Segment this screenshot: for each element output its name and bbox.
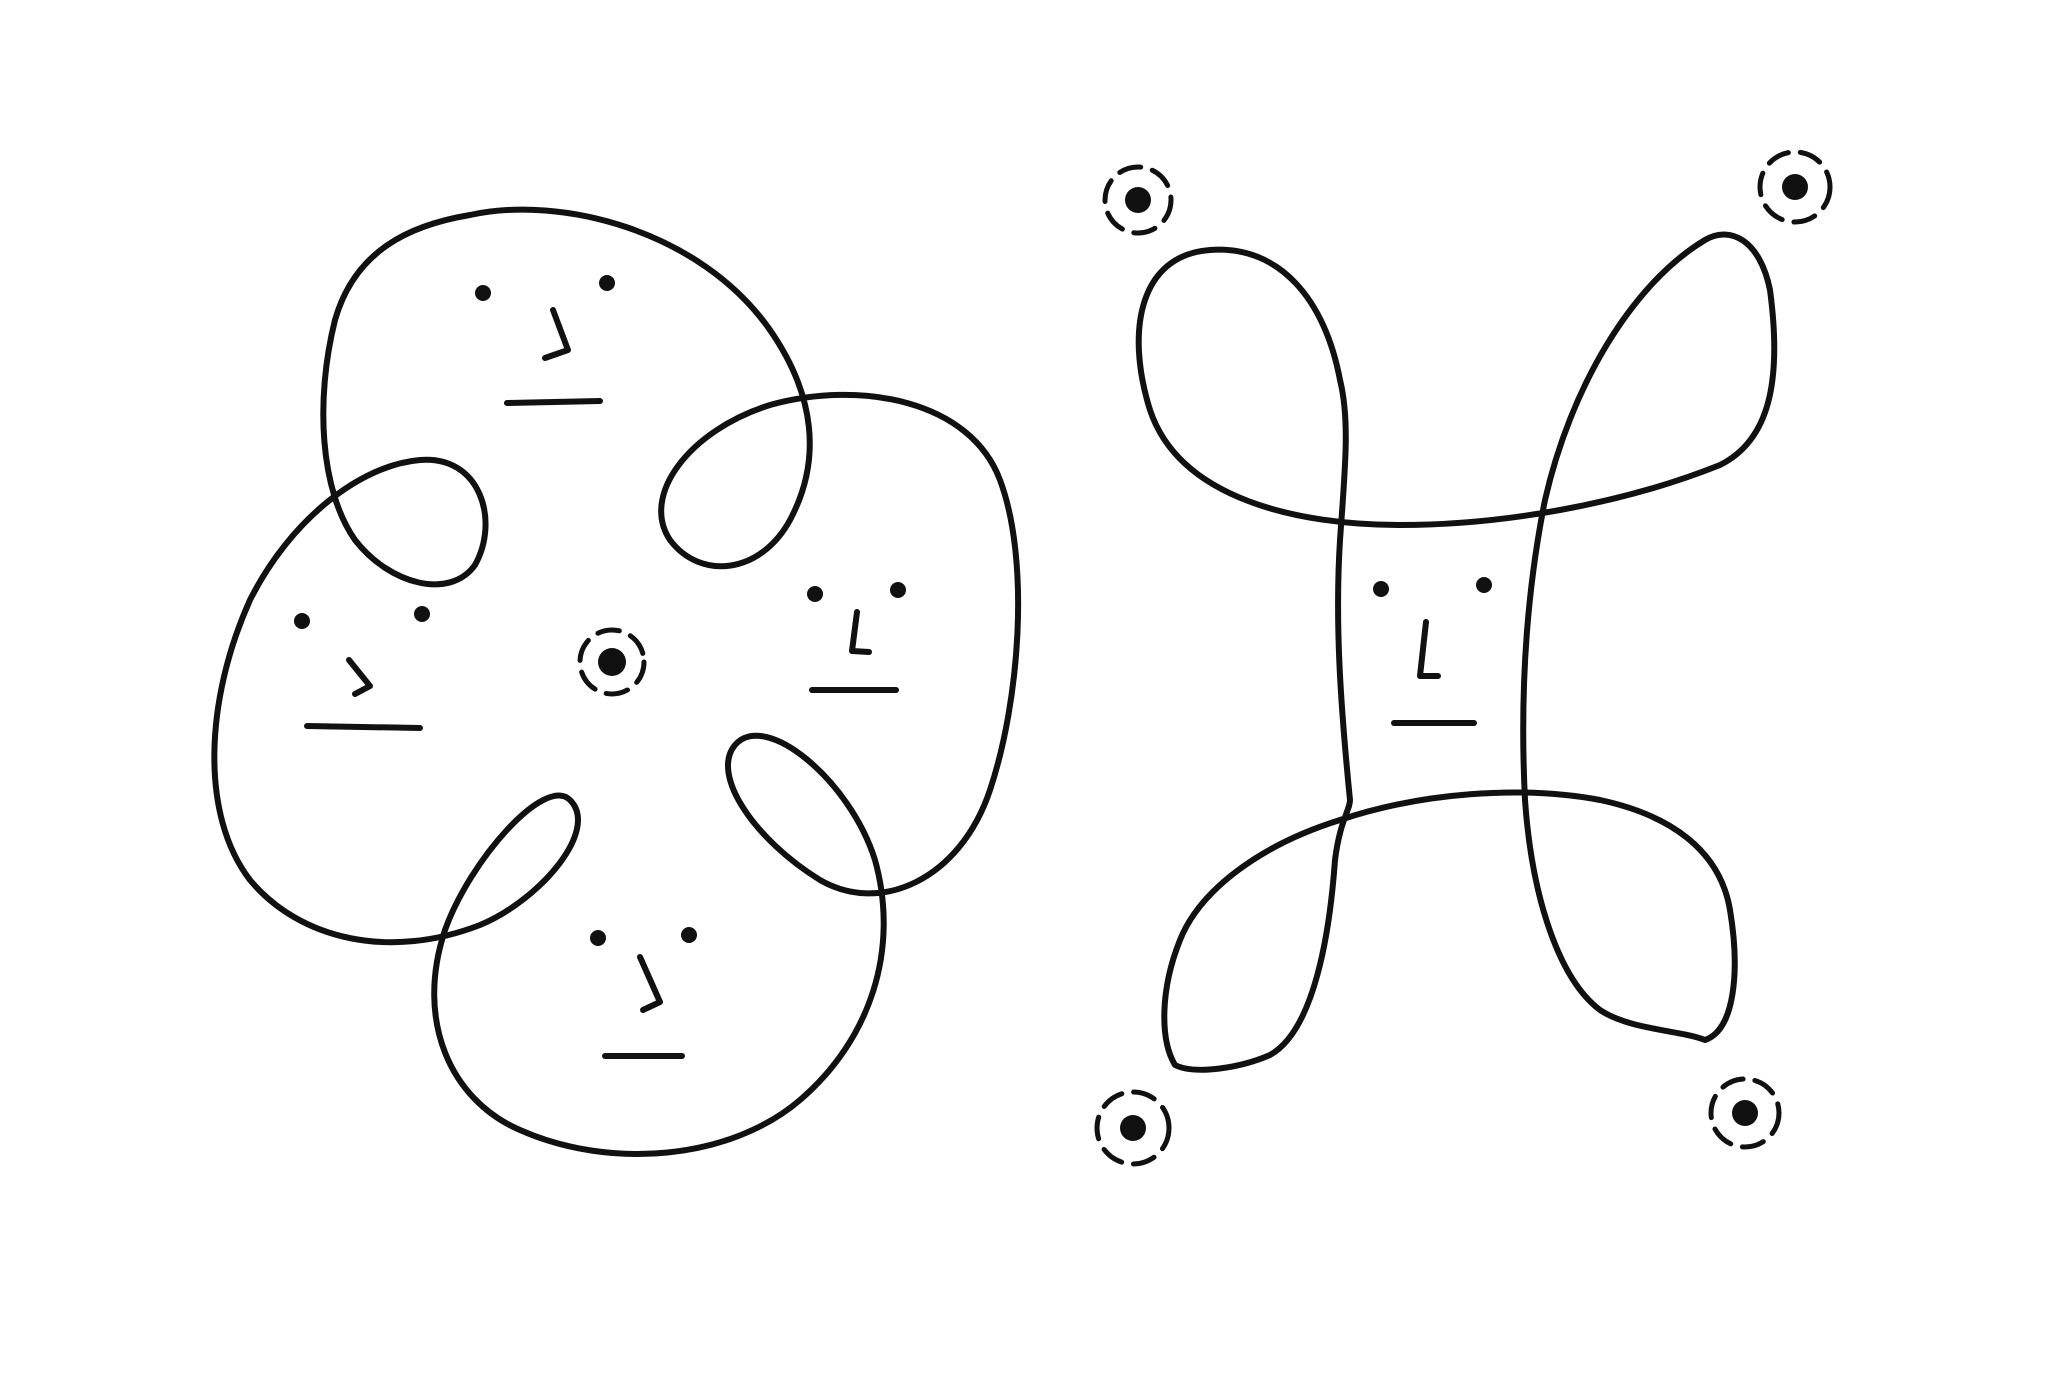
face-eye-right	[414, 606, 430, 622]
face-eye-right	[599, 275, 615, 291]
winding-dot	[1782, 174, 1808, 200]
face-eye-right	[681, 927, 697, 943]
face-eye-left	[294, 613, 310, 629]
winding-point-bottom-left	[1094, 1089, 1172, 1167]
left-center-winding-point	[577, 627, 647, 697]
face-bottom-lobe	[590, 927, 697, 1059]
face-right-lobe	[807, 582, 906, 693]
loops-curve-path	[1135, 231, 1778, 1073]
face-top-lobe	[475, 275, 615, 406]
winding-point-top-right	[1757, 149, 1833, 225]
face-left-lobe	[294, 606, 430, 731]
four-lobed-curve-path	[211, 206, 1022, 1157]
winding-dot	[1732, 1100, 1758, 1126]
center-dashed-ring	[577, 627, 647, 697]
winding-point-bottom-right	[1708, 1076, 1782, 1150]
winding-dashed-ring	[1102, 164, 1174, 236]
face-nose	[346, 657, 373, 697]
face-eye-left	[1373, 581, 1389, 597]
winding-dashed-ring	[1757, 149, 1833, 225]
face-eye-right	[890, 582, 906, 598]
winding-dashed-ring	[1094, 1089, 1172, 1167]
face-nose	[637, 954, 663, 1013]
face-eye-left	[807, 586, 823, 602]
face-center-region	[1373, 577, 1492, 726]
face-nose	[542, 307, 571, 361]
center-dot	[598, 648, 626, 676]
winding-point-top-left	[1102, 164, 1174, 236]
right-figure-loops-curve	[1094, 149, 1833, 1167]
winding-dot	[1125, 187, 1151, 213]
face-eye-right	[1476, 577, 1492, 593]
face-nose	[1417, 619, 1441, 679]
winding-dot	[1120, 1115, 1146, 1141]
face-nose	[849, 609, 872, 655]
winding-dashed-ring	[1708, 1076, 1782, 1150]
face-eye-left	[590, 930, 606, 946]
face-mouth	[304, 723, 423, 731]
face-mouth	[504, 398, 603, 406]
left-figure-four-lobed-curve	[211, 206, 1022, 1157]
face-eye-left	[475, 285, 491, 301]
